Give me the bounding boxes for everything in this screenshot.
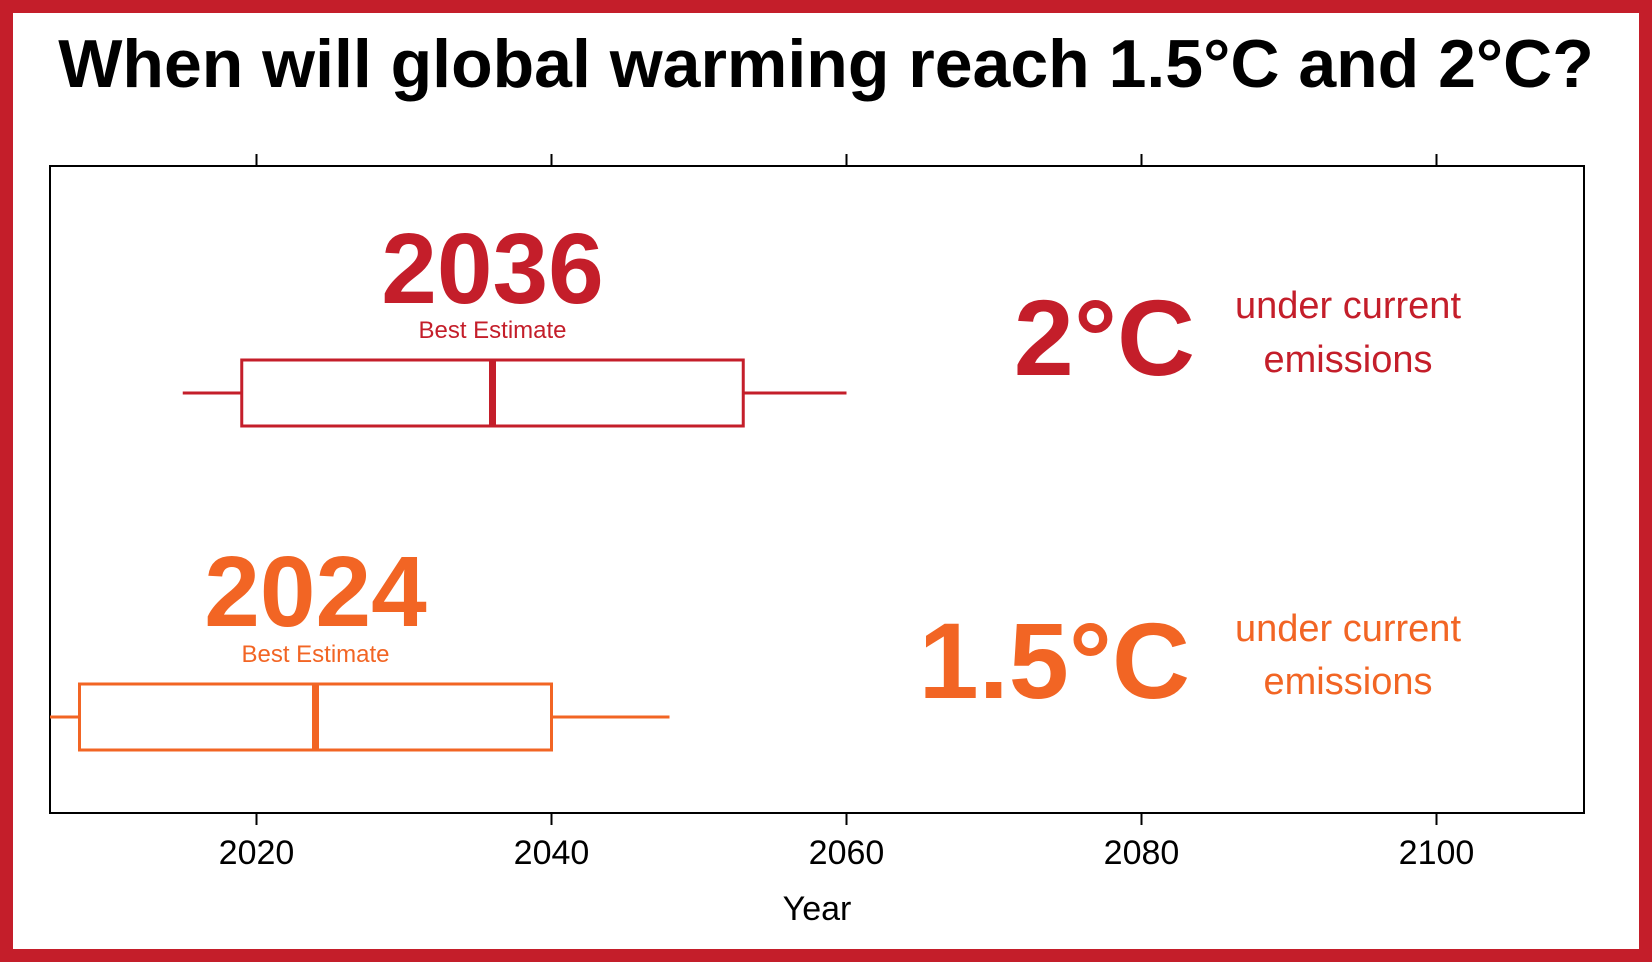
x-tick-label: 2040 [514,834,590,872]
x-tick-label: 2020 [219,834,295,872]
series-label: 2°C [1014,277,1195,398]
series-note-line-2: emissions [1264,661,1433,703]
plot-area [49,165,1585,814]
x-axis: 2020 2040 2060 2080 2100 [219,154,1475,872]
series-note-line-1: under current [1235,285,1461,327]
x-tick-label: 2060 [809,834,885,872]
x-tick-label: 2080 [1104,834,1180,872]
series-note-line-2: emissions [1264,339,1433,381]
chart-title: When will global warming reach 1.5°C and… [58,26,1594,102]
best-estimate-label: Best Estimate [418,317,566,344]
x-axis-label: Year [783,890,852,928]
best-estimate-label: Best Estimate [241,641,389,668]
series-label: 1.5°C [919,600,1190,721]
series-note-line-1: under current [1235,608,1461,650]
best-estimate-year: 2036 [381,213,603,325]
x-tick-label: 2100 [1399,834,1475,872]
best-estimate-year: 2024 [204,536,427,648]
